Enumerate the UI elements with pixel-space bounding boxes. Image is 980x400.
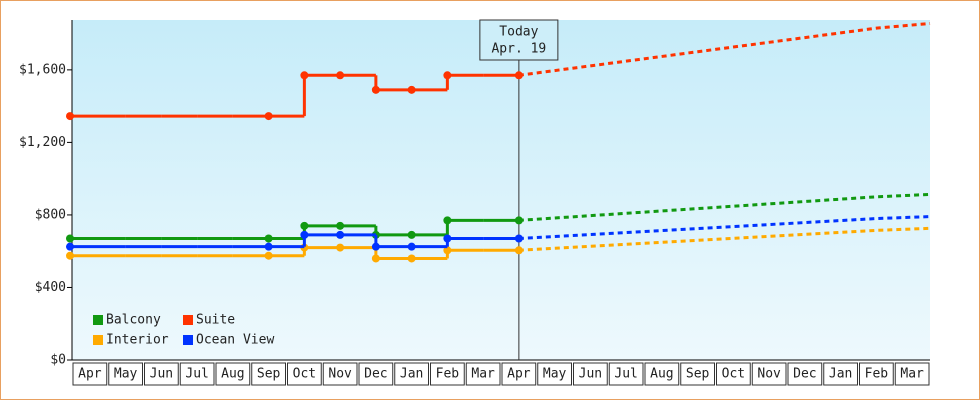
point bbox=[371, 254, 380, 263]
x-cell bbox=[608, 362, 644, 386]
point bbox=[443, 216, 452, 225]
plot-area bbox=[72, 20, 930, 360]
x-tick-label: Mar bbox=[471, 367, 495, 382]
x-tick-label: Aug bbox=[221, 367, 244, 382]
y-tick-label: $800 bbox=[35, 207, 66, 222]
forecast-line bbox=[518, 192, 931, 222]
point bbox=[443, 246, 452, 255]
x-cell bbox=[716, 362, 751, 386]
point bbox=[407, 230, 416, 239]
y-tick-label: $0 bbox=[50, 353, 66, 368]
legend-swatch bbox=[93, 335, 103, 345]
today-box bbox=[479, 19, 559, 61]
x-cell bbox=[430, 362, 465, 386]
x-cell bbox=[680, 362, 715, 386]
x-cell bbox=[894, 362, 930, 386]
point bbox=[336, 230, 345, 239]
x-tick-label: Feb bbox=[865, 367, 889, 382]
point bbox=[264, 251, 273, 260]
point bbox=[66, 234, 74, 243]
point bbox=[407, 254, 416, 263]
x-cell bbox=[179, 362, 215, 386]
point bbox=[300, 71, 309, 80]
x-cell bbox=[215, 362, 251, 386]
x-tick-label: Nov bbox=[757, 367, 781, 382]
point bbox=[443, 71, 452, 80]
x-tick-label: Aug bbox=[650, 367, 673, 382]
point bbox=[300, 221, 309, 230]
forecast-line bbox=[518, 21, 931, 77]
x-tick-label: Oct bbox=[293, 367, 316, 382]
point bbox=[336, 71, 345, 80]
x-tick-label: Jan bbox=[829, 367, 852, 382]
legend-swatch bbox=[93, 315, 103, 325]
x-tick-label: Feb bbox=[436, 367, 460, 382]
x-tick-label: Nov bbox=[328, 367, 352, 382]
x-cell bbox=[644, 362, 680, 386]
legend-swatch bbox=[183, 315, 193, 325]
x-cell bbox=[287, 362, 322, 386]
point bbox=[66, 251, 74, 260]
point bbox=[66, 112, 74, 121]
x-cell bbox=[322, 362, 358, 386]
x-tick-label: Jul bbox=[614, 367, 637, 382]
x-cell bbox=[465, 362, 501, 386]
x-tick-label: Sep bbox=[686, 367, 710, 382]
x-cell bbox=[859, 362, 894, 386]
x-cell bbox=[751, 362, 787, 386]
x-tick-label: Apr bbox=[507, 367, 531, 382]
x-cell bbox=[251, 362, 286, 386]
x-tick-label: Dec bbox=[364, 367, 387, 382]
x-tick-label: Mar bbox=[900, 367, 924, 382]
x-cell bbox=[72, 362, 108, 386]
x-tick-label: Apr bbox=[78, 367, 102, 382]
x-cell bbox=[573, 362, 608, 386]
today-label: Today bbox=[499, 25, 538, 40]
x-tick-label: Jun bbox=[579, 367, 602, 382]
x-cell bbox=[787, 362, 823, 386]
point bbox=[407, 85, 416, 94]
x-tick-label: Oct bbox=[722, 367, 745, 382]
point bbox=[300, 230, 309, 239]
x-tick-label: Dec bbox=[793, 367, 816, 382]
x-cell bbox=[823, 362, 858, 386]
legend-label: Ocean View bbox=[196, 333, 274, 348]
point bbox=[371, 242, 380, 251]
x-tick-label: Sep bbox=[257, 367, 281, 382]
x-tick-label: Jan bbox=[400, 367, 423, 382]
point bbox=[371, 85, 380, 94]
x-tick-label: Jun bbox=[150, 367, 173, 382]
x-cell bbox=[501, 362, 537, 386]
legend-label: Balcony bbox=[106, 313, 161, 328]
legend-label: Suite bbox=[196, 313, 235, 328]
y-tick-label: $1,200 bbox=[19, 135, 66, 150]
point bbox=[264, 242, 273, 251]
forecast-line bbox=[518, 215, 931, 241]
legend-label: Interior bbox=[106, 333, 169, 348]
forecast-line bbox=[518, 226, 931, 252]
y-tick-label: $400 bbox=[35, 280, 66, 295]
point bbox=[407, 242, 416, 251]
x-tick-label: Jul bbox=[185, 367, 208, 382]
x-cell bbox=[537, 362, 572, 386]
x-tick-label: May bbox=[543, 367, 567, 382]
point bbox=[443, 234, 452, 243]
x-cell bbox=[144, 362, 179, 386]
y-tick-label: $1,600 bbox=[19, 62, 66, 77]
legend-swatch bbox=[183, 335, 193, 345]
x-cell bbox=[394, 362, 429, 386]
x-tick-label: May bbox=[114, 367, 138, 382]
point bbox=[336, 243, 345, 252]
x-cell bbox=[108, 362, 143, 386]
x-cell bbox=[358, 362, 394, 386]
point bbox=[336, 221, 345, 230]
point bbox=[66, 242, 74, 251]
point bbox=[264, 112, 273, 121]
point bbox=[264, 234, 273, 243]
today-label: Apr. 19 bbox=[491, 42, 546, 57]
